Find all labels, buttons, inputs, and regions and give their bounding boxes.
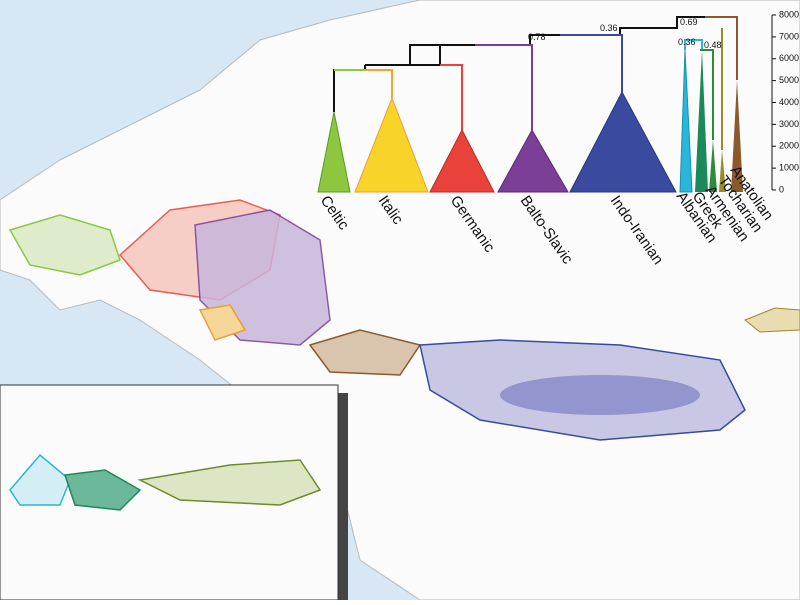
axis-tick-label: 2000 [779,141,799,151]
italic-range [198,304,247,341]
axis-tick-label: 7000 [779,31,799,41]
clade-triangles [317,49,743,193]
greek-range [63,469,142,511]
axis-tick-label: 4000 [779,97,799,107]
support-value: 0.36 [600,23,618,33]
support-value: 0.78 [528,32,546,42]
support-value: 0.36 [678,37,696,47]
axis-tick-label: 3000 [779,119,799,129]
anatolian-range [308,329,422,376]
axis-tick-label: 6000 [779,53,799,63]
axis-tick-label: 5000 [779,75,799,85]
tree-branches [333,16,738,150]
support-value: 0.69 [680,17,698,27]
indo-iranian-core [500,375,700,415]
armenian-range [137,459,322,506]
albanian-range [9,453,71,506]
axis-tick-label: 1000 [779,163,799,173]
axis-tick-label: 8000 [779,9,799,19]
axis-tick-label: 0 [779,184,784,194]
celtic-range [8,214,121,276]
tocharian-range [744,307,800,333]
support-value: 0.48 [704,40,722,50]
